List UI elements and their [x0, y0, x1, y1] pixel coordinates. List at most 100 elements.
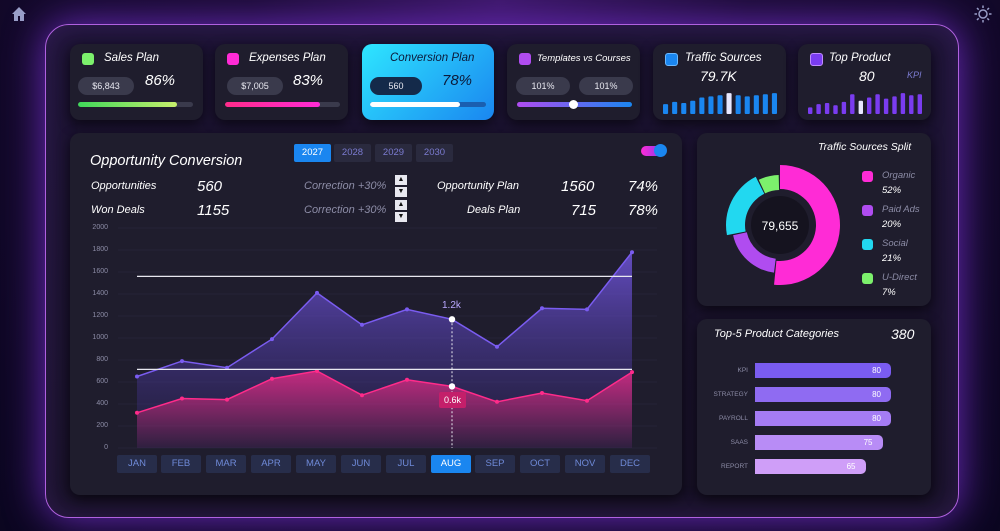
data-point[interactable]	[135, 374, 139, 379]
deals-plan-pct: 78%	[628, 202, 659, 219]
product-color-swatch	[810, 53, 823, 66]
month-jan-button[interactable]: JAN	[117, 455, 157, 473]
data-point[interactable]	[405, 307, 409, 312]
highlight-point[interactable]	[448, 316, 456, 323]
mini-bar	[816, 104, 821, 114]
data-point[interactable]	[540, 306, 544, 311]
donut-slice[interactable]	[733, 232, 776, 273]
year-2029-button[interactable]: 2029	[375, 144, 412, 162]
correction-text: Correction	[304, 204, 355, 216]
month-nov-button[interactable]: NOV	[565, 455, 605, 473]
category-value: 80	[872, 390, 881, 399]
correction-1-up-button[interactable]: ▲	[395, 175, 407, 185]
tooltip-high: 1.2k	[442, 300, 461, 311]
month-jul-button[interactable]: JUL	[386, 455, 426, 473]
data-point[interactable]	[270, 376, 274, 381]
month-mar-button[interactable]: MAR	[206, 455, 246, 473]
data-point[interactable]	[405, 377, 409, 382]
correction-2-up-button[interactable]: ▲	[395, 200, 407, 210]
data-point[interactable]	[360, 393, 364, 398]
mini-bar	[690, 100, 696, 114]
kpi-title: Traffic Sources	[685, 52, 762, 64]
category-value: 80	[872, 414, 881, 423]
correction-2-down-button[interactable]: ▼	[395, 212, 407, 222]
mini-bar	[875, 94, 880, 114]
templates-vs-courses-card[interactable]: Templates vs Courses 101% 101%	[507, 44, 640, 120]
year-2028-button[interactable]: 2028	[334, 144, 371, 162]
conversion-plan-card[interactable]: Conversion Plan 560 78%	[362, 44, 494, 120]
data-point[interactable]	[495, 344, 499, 349]
category-bar[interactable]: 65	[755, 459, 866, 474]
correction-1-down-button[interactable]: ▼	[395, 187, 407, 197]
sales-plan-card[interactable]: Sales Plan $6,843 86%	[70, 44, 203, 120]
series-line	[136, 251, 633, 378]
month-sep-button[interactable]: SEP	[475, 455, 515, 473]
legend-value: 7%	[882, 287, 896, 298]
conversion-progress	[370, 102, 486, 107]
data-point[interactable]	[540, 391, 544, 395]
month-dec-button[interactable]: DEC	[610, 455, 650, 473]
home-icon[interactable]	[10, 5, 28, 23]
sales-color-swatch	[82, 53, 94, 65]
month-oct-button[interactable]: OCT	[520, 455, 560, 473]
data-point[interactable]	[360, 322, 364, 327]
opportunity-plan-pct: 74%	[628, 178, 659, 195]
category-bar[interactable]: 80	[755, 411, 891, 426]
mini-bar	[708, 96, 714, 114]
data-point[interactable]	[225, 397, 229, 402]
year-2027-button[interactable]: 2027	[294, 144, 331, 162]
category-bar[interactable]: 80	[755, 387, 891, 402]
opportunity-title: Opportunity Conversion	[90, 153, 243, 169]
mini-bar	[900, 93, 906, 114]
opportunities-value: 560	[197, 178, 223, 195]
expenses-pct: 83%	[293, 72, 324, 89]
category-bar[interactable]: 80	[755, 363, 891, 378]
data-point[interactable]	[585, 398, 589, 403]
toggle-switch[interactable]	[641, 144, 667, 157]
correction-label-2: Correction +30%	[304, 204, 386, 216]
kpi-title: Templates vs Courses	[537, 53, 631, 64]
data-point[interactable]	[630, 250, 634, 255]
category-bar[interactable]: 75	[755, 435, 883, 450]
donut-slice[interactable]	[726, 176, 765, 236]
month-jun-button[interactable]: JUN	[341, 455, 381, 473]
data-point[interactable]	[315, 290, 319, 295]
sun-icon[interactable]	[974, 5, 992, 23]
category-label: SAAS	[730, 439, 748, 446]
mini-bar	[717, 95, 723, 114]
data-point[interactable]	[585, 307, 589, 312]
month-aug-button[interactable]: AUG	[431, 455, 471, 473]
category-value: 75	[863, 438, 873, 447]
legend-label: Paid Ads	[882, 204, 920, 215]
expenses-plan-card[interactable]: Expenses Plan $7,005 83%	[215, 44, 348, 120]
y-tick-label: 1000	[92, 334, 108, 341]
category-value: 65	[846, 462, 856, 471]
series-line	[136, 370, 633, 414]
data-point[interactable]	[495, 399, 499, 404]
traffic-mini-bars	[663, 93, 777, 114]
data-point[interactable]	[180, 396, 184, 401]
mini-bar	[699, 97, 705, 114]
month-feb-button[interactable]: FEB	[161, 455, 201, 473]
category-label: REPORT	[721, 463, 748, 470]
sales-value: $6,843	[78, 77, 134, 95]
data-point[interactable]	[135, 410, 139, 415]
templates-left-value: 101%	[516, 77, 570, 95]
categories-title: Top-5 Product Categories	[714, 328, 839, 340]
y-tick-label: 200	[96, 422, 108, 429]
donut-slice[interactable]	[774, 165, 840, 285]
year-2030-button[interactable]: 2030	[416, 144, 453, 162]
deals-plan-label: Deals Plan	[467, 204, 521, 216]
data-point[interactable]	[270, 337, 274, 342]
month-may-button[interactable]: MAY	[296, 455, 336, 473]
y-tick-label: 0	[104, 444, 108, 451]
donut-slice[interactable]	[758, 175, 780, 194]
data-point[interactable]	[630, 370, 634, 375]
traffic-sources-card[interactable]: Traffic Sources 79.7K	[653, 44, 786, 120]
data-point[interactable]	[180, 359, 184, 364]
highlight-point[interactable]	[448, 383, 456, 390]
opportunities-label: Opportunities	[91, 180, 157, 192]
month-apr-button[interactable]: APR	[251, 455, 291, 473]
templates-slider-thumb[interactable]	[569, 100, 578, 109]
top-product-card[interactable]: Top Product 80 KPI	[798, 44, 931, 120]
